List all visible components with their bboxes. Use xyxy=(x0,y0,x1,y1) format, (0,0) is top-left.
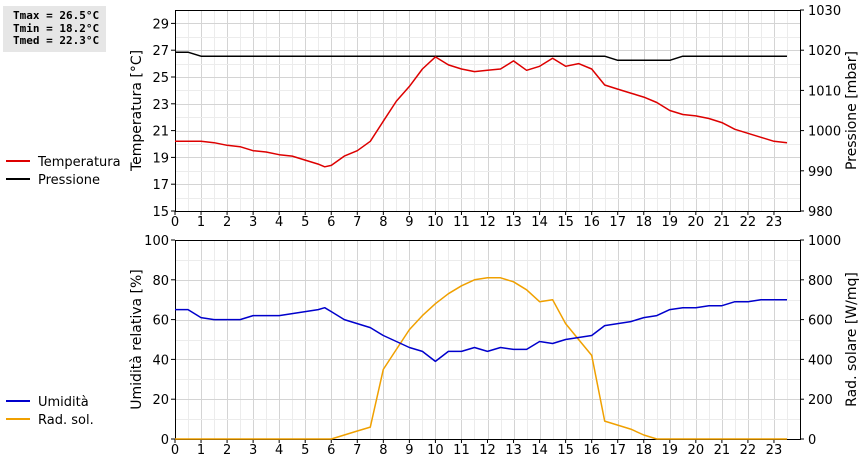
y2-tick-label: 0 xyxy=(808,433,816,448)
x-tick-label: 0 xyxy=(171,443,179,458)
y2-axis-title: Pressione [mbar] xyxy=(844,51,860,170)
x-tick-label: 6 xyxy=(327,443,335,458)
x-tick-label: 17 xyxy=(609,215,626,230)
y-tick-label: 25 xyxy=(152,71,169,86)
x-tick-label: 4 xyxy=(275,215,283,230)
y-axis-title: Umidità relativa [%] xyxy=(129,269,145,410)
y-tick-label: 29 xyxy=(152,17,169,32)
stat-value: 18.2°C xyxy=(59,21,100,35)
y-tick-label: 40 xyxy=(152,353,169,368)
y2-axis-title: Rad. solare [W/mq] xyxy=(844,272,860,407)
x-tick-label: 7 xyxy=(353,215,361,230)
x-tick-label: 17 xyxy=(609,443,626,458)
x-tick-label: 12 xyxy=(479,443,496,458)
series-line-pressione xyxy=(175,51,787,62)
x-tick-label: 14 xyxy=(531,443,548,458)
stat-label: Tmed xyxy=(13,34,40,47)
x-tick-label: 16 xyxy=(583,443,600,458)
y-tick-label: 19 xyxy=(152,151,169,166)
y2-tick-label: 600 xyxy=(808,314,833,329)
x-tick-label: 22 xyxy=(740,443,757,458)
legend-label: Rad. sol. xyxy=(38,413,94,428)
y2-tick-label: 1010 xyxy=(808,84,841,99)
chart-panel-1: 0 1 2 3 4 5 6 7 8 9 10 11 12 13 14 15 16 17 18 19 20 21 22 2302… xyxy=(6,234,860,458)
chart-panel-0: 0 1 2 3 4 5 6 7 8 9 10 11 12 13 14 15 16 17 18 19 20 21 22 2315… xyxy=(6,4,860,230)
x-tick-label: 22 xyxy=(740,215,757,230)
x-tick-label: 3 xyxy=(249,443,257,458)
x-tick-label: 7 xyxy=(353,443,361,458)
x-tick-label: 8 xyxy=(379,443,387,458)
y-tick-label: 17 xyxy=(152,178,169,193)
x-tick-label: 1 xyxy=(197,443,205,458)
legend-label: Pressione xyxy=(38,173,100,188)
x-tick-label: 19 xyxy=(662,215,679,230)
x-tick-label: 20 xyxy=(688,443,705,458)
x-tick-label: 11 xyxy=(453,443,470,458)
y2-tick-label: 1030 xyxy=(808,4,841,19)
y2-tick-label: 1000 xyxy=(808,234,841,249)
x-tick-label: 5 xyxy=(301,443,309,458)
x-tick-label: 21 xyxy=(714,443,731,458)
y-tick-label: 23 xyxy=(152,98,169,113)
x-tick-label: 15 xyxy=(557,215,574,230)
y2-tick-label: 800 xyxy=(808,274,833,289)
series-line-temperatura xyxy=(175,56,788,168)
x-tick-label: 9 xyxy=(405,443,413,458)
x-tick-label: 5 xyxy=(301,215,309,230)
x-tick-label: 18 xyxy=(635,443,652,458)
x-tick-label: 19 xyxy=(662,443,679,458)
y-tick-label: 100 xyxy=(144,234,169,249)
y-axis-title: Temperatura [°C] xyxy=(129,50,145,172)
x-tick-label: 6 xyxy=(327,215,335,230)
stats-box: Tmax = 26.5°C Tmin = 18.2°C Tmed = 22.3°… xyxy=(3,6,106,52)
x-tick-label: 13 xyxy=(505,215,522,230)
y2-tick-label: 400 xyxy=(808,353,833,368)
y-tick-label: 15 xyxy=(152,205,169,220)
series-line-rad-sol- xyxy=(175,277,787,440)
x-tick-label: 2 xyxy=(223,215,231,230)
y2-tick-label: 1000 xyxy=(808,125,841,140)
y-tick-label: 27 xyxy=(152,44,169,59)
x-tick-label: 2 xyxy=(223,443,231,458)
x-tick-label: 21 xyxy=(714,215,731,230)
y-tick-label: 0 xyxy=(161,433,169,448)
series-line-umidit- xyxy=(175,298,787,363)
legend-label: Temperatura xyxy=(37,155,121,170)
x-tick-label: 3 xyxy=(249,215,257,230)
x-tick-label: 4 xyxy=(275,443,283,458)
x-tick-label: 0 xyxy=(171,215,179,230)
stat-tmax: Tmax = 26.5°C xyxy=(13,9,100,22)
stat-tmin: Tmin = 18.2°C xyxy=(13,21,100,35)
x-tick-label: 18 xyxy=(635,215,652,230)
x-tick-label: 8 xyxy=(379,215,387,230)
y2-tick-label: 990 xyxy=(808,165,833,180)
x-tick-label: 20 xyxy=(688,215,705,230)
stat-value: 22.3°C xyxy=(59,34,100,47)
y-tick-label: 20 xyxy=(152,393,169,408)
y-tick-label: 21 xyxy=(152,125,169,140)
y2-tick-label: 1020 xyxy=(808,44,841,59)
x-tick-label: 14 xyxy=(531,215,548,230)
x-tick-label: 10 xyxy=(427,215,444,230)
y-tick-label: 60 xyxy=(152,314,169,329)
x-tick-label: 23 xyxy=(766,215,783,230)
x-tick-label: 10 xyxy=(427,443,444,458)
x-tick-label: 11 xyxy=(453,215,470,230)
x-tick-label: 1 xyxy=(197,215,205,230)
stat-label: Tmin xyxy=(13,21,40,35)
y2-tick-label: 200 xyxy=(808,393,833,408)
stat-tmed: Tmed = 22.3°C xyxy=(13,34,100,47)
stat-value: 26.5°C xyxy=(59,9,100,22)
y-tick-label: 80 xyxy=(152,274,169,289)
x-tick-label: 15 xyxy=(557,443,574,458)
stat-label: Tmax xyxy=(13,9,40,22)
x-tick-label: 23 xyxy=(766,443,783,458)
x-tick-label: 16 xyxy=(583,215,600,230)
x-tick-label: 9 xyxy=(405,215,413,230)
legend-label: Umidità xyxy=(38,395,89,410)
x-tick-label: 12 xyxy=(479,215,496,230)
y2-tick-label: 980 xyxy=(808,205,833,220)
x-tick-label: 13 xyxy=(505,443,522,458)
